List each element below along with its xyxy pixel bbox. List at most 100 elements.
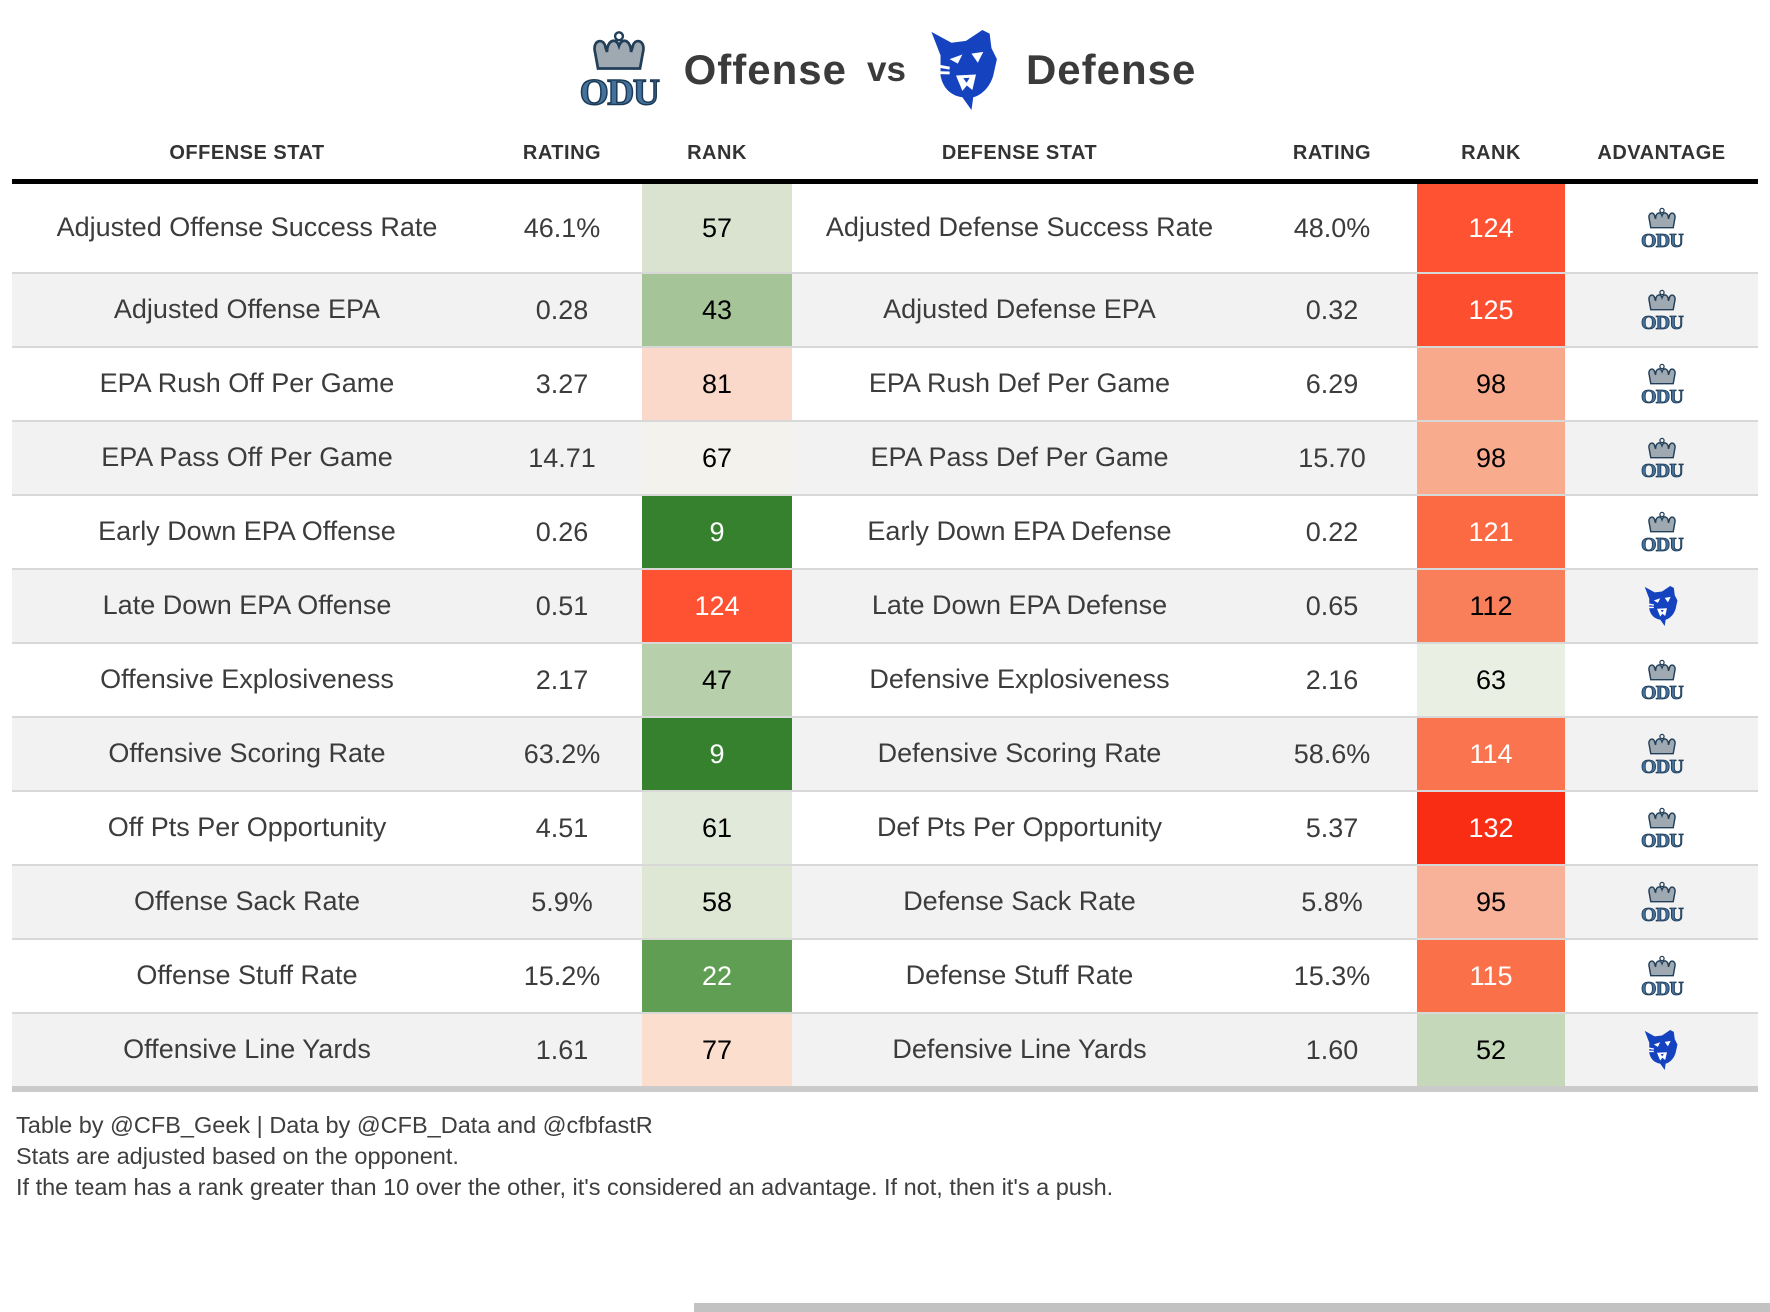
defense-rating-value: 6.29: [1247, 346, 1417, 421]
title-defense: Defense: [1025, 46, 1197, 93]
offense-rating-value: 2.17: [482, 642, 642, 717]
advantage-cell: [1565, 864, 1758, 939]
advantage-cell: [1565, 790, 1758, 865]
defense-stat-label: Adjusted Defense Success Rate: [825, 212, 1214, 243]
defense-rank-cell: 124: [1417, 181, 1565, 273]
table-row: EPA Rush Off Per Game 3.27 81 EPA Rush D…: [12, 346, 1758, 421]
offense-stat-label: Adjusted Offense Success Rate: [56, 212, 438, 243]
defense-rank-cell: 125: [1417, 272, 1565, 347]
offense-stat-label: Offensive Scoring Rate: [12, 716, 482, 791]
defense-stat-label: Defense Stuff Rate: [792, 938, 1247, 1013]
table-row: Offensive Explosiveness 2.17 47 Defensiv…: [12, 642, 1758, 717]
offense-stat-label: Late Down EPA Offense: [12, 568, 482, 643]
offense-rank-cell: 58: [642, 864, 792, 939]
footer-notes: Table by @CFB_Geek | Data by @CFB_Data a…: [16, 1110, 1770, 1203]
gsu-panther-logo-icon: [1642, 585, 1682, 627]
offense-rank-cell: 61: [642, 790, 792, 865]
defense-rank-cell: 98: [1417, 420, 1565, 495]
defense-rank-cell: 114: [1417, 716, 1565, 791]
offense-rating-value: 46.1%: [523, 212, 601, 243]
offense-rank-cell: 47: [642, 642, 792, 717]
offense-rank-cell: 22: [642, 938, 792, 1013]
advantage-cell: [1565, 346, 1758, 421]
advantage-cell: [1565, 272, 1758, 347]
odu-logo-icon: [1638, 288, 1686, 333]
offense-rating-value: 0.51: [482, 568, 642, 643]
defense-stat-label: Adjusted Defense EPA: [792, 272, 1247, 347]
defense-rank-cell: 115: [1417, 938, 1565, 1013]
defense-rank-cell: 121: [1417, 494, 1565, 569]
offense-rank-cell: 57: [642, 181, 792, 273]
offense-stat-label: Offensive Line Yards: [12, 1012, 482, 1089]
advantage-cell: [1565, 938, 1758, 1013]
col-offense-stat: OFFENSE STAT: [12, 124, 482, 184]
offense-stat-label: Adjusted Offense EPA: [12, 272, 482, 347]
advantage-cell: [1565, 182, 1758, 274]
odu-logo-icon: [1638, 658, 1686, 703]
col-defense-rating: RATING: [1247, 124, 1417, 184]
offense-rating-value: 0.26: [482, 494, 642, 569]
defense-rating-value: 58.6%: [1247, 716, 1417, 791]
offense-rating-value: 4.51: [482, 790, 642, 865]
offense-stat-label: Offense Stuff Rate: [12, 938, 482, 1013]
offense-rating-value: 0.28: [482, 272, 642, 347]
defense-rating-value: 0.32: [1247, 272, 1417, 347]
defense-stat-label: EPA Rush Def Per Game: [792, 346, 1247, 421]
odu-logo-icon: [1638, 732, 1686, 777]
defense-rating-value: 2.16: [1247, 642, 1417, 717]
offense-rank-cell: 124: [642, 568, 792, 643]
table-row: Offensive Scoring Rate 63.2% 9 Defensive…: [12, 716, 1758, 791]
defense-rating-value: 48.0%: [1293, 212, 1371, 243]
defense-stat-label: Defense Sack Rate: [792, 864, 1247, 939]
col-advantage: ADVANTAGE: [1565, 124, 1758, 184]
defense-rank-cell: 95: [1417, 864, 1565, 939]
offense-stat-label: Off Pts Per Opportunity: [12, 790, 482, 865]
odu-logo-icon: [1638, 436, 1686, 481]
offense-stat-label: EPA Pass Off Per Game: [12, 420, 482, 495]
footer-note-adjusted: Stats are adjusted based on the opponent…: [16, 1143, 459, 1169]
stats-table: OFFENSE STAT RATING RANK DEFENSE STAT RA…: [12, 124, 1758, 1092]
defense-stat-label: Defensive Explosiveness: [792, 642, 1247, 717]
defense-stat-label: Late Down EPA Defense: [792, 568, 1247, 643]
defense-rating-value: 15.3%: [1247, 938, 1417, 1013]
offense-rating-value: 1.61: [482, 1012, 642, 1089]
advantage-cell: [1565, 716, 1758, 791]
advantage-cell: [1565, 642, 1758, 717]
odu-logo-icon: [1638, 880, 1686, 925]
defense-rating-value: 0.22: [1247, 494, 1417, 569]
offense-rating-value: 14.71: [482, 420, 642, 495]
table-row: Offensive Line Yards 1.61 77 Defensive L…: [12, 1012, 1758, 1089]
table-row: Late Down EPA Offense 0.51 124 Late Down…: [12, 568, 1758, 643]
bottom-scrollbar[interactable]: [694, 1303, 1770, 1312]
offense-stat-label: Offensive Explosiveness: [12, 642, 482, 717]
offense-stat-label: EPA Rush Off Per Game: [12, 346, 482, 421]
odu-logo-icon: [1638, 954, 1686, 999]
col-defense-rank: RANK: [1417, 124, 1565, 184]
defense-rating-value: 0.65: [1247, 568, 1417, 643]
table-row: Offense Stuff Rate 15.2% 22 Defense Stuf…: [12, 938, 1758, 1013]
defense-stat-label: Defensive Line Yards: [792, 1012, 1247, 1089]
odu-logo-icon: [1638, 510, 1686, 555]
offense-rating-value: 5.9%: [482, 864, 642, 939]
page-title: Offense vs Defense: [0, 0, 1770, 118]
defense-rank-cell: 52: [1417, 1012, 1565, 1089]
defense-rating-value: 1.60: [1247, 1012, 1417, 1089]
table-row: Off Pts Per Opportunity 4.51 61 Def Pts …: [12, 790, 1758, 865]
table-row: Adjusted Offense EPA 0.28 43 Adjusted De…: [12, 272, 1758, 347]
header-row: OFFENSE STAT RATING RANK DEFENSE STAT RA…: [12, 124, 1758, 184]
odu-logo-icon: [1638, 362, 1686, 407]
footer-credit: Table by @CFB_Geek | Data by @CFB_Data a…: [16, 1112, 653, 1138]
defense-stat-label: Defensive Scoring Rate: [792, 716, 1247, 791]
col-offense-rating: RATING: [482, 124, 642, 184]
offense-rank-cell: 9: [642, 716, 792, 791]
defense-rating-value: 15.70: [1247, 420, 1417, 495]
defense-rating-value: 5.37: [1247, 790, 1417, 865]
title-vs: vs: [867, 50, 906, 89]
defense-rating-value: 5.8%: [1247, 864, 1417, 939]
odu-logo-icon: [574, 28, 664, 112]
table-row: EPA Pass Off Per Game 14.71 67 EPA Pass …: [12, 420, 1758, 495]
table-row: Adjusted Offense Success Rate 46.1% 57 A…: [12, 181, 1758, 274]
gsu-panther-logo-icon: [1642, 1029, 1682, 1071]
footer-note-advantage: If the team has a rank greater than 10 o…: [16, 1174, 1114, 1200]
advantage-cell: [1565, 494, 1758, 569]
